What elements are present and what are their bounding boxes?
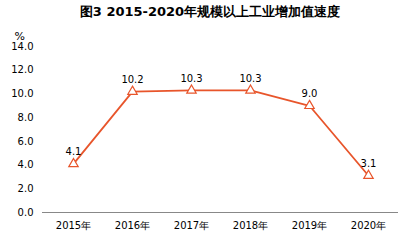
- svg-text:10.2: 10.2: [121, 74, 143, 85]
- svg-text:6.0: 6.0: [18, 136, 34, 147]
- svg-text:2.0: 2.0: [18, 183, 34, 194]
- svg-text:10.0: 10.0: [11, 88, 33, 99]
- svg-text:2020年: 2020年: [351, 220, 386, 231]
- svg-text:8.0: 8.0: [18, 112, 34, 123]
- svg-text:%: %: [15, 30, 25, 43]
- svg-text:2018年: 2018年: [233, 220, 268, 231]
- svg-text:4.0: 4.0: [18, 159, 34, 170]
- svg-text:0.0: 0.0: [18, 207, 34, 218]
- svg-text:2015年: 2015年: [56, 220, 91, 231]
- svg-text:12.0: 12.0: [11, 64, 33, 75]
- svg-text:10.3: 10.3: [239, 73, 261, 84]
- svg-text:14.0: 14.0: [11, 40, 34, 52]
- svg-text:2016年: 2016年: [115, 220, 150, 231]
- svg-text:2019年: 2019年: [292, 220, 327, 231]
- svg-text:10.3: 10.3: [180, 73, 202, 84]
- svg-text:9.0: 9.0: [302, 88, 318, 99]
- svg-text:2017年: 2017年: [174, 220, 209, 231]
- svg-text:4.1: 4.1: [66, 146, 82, 157]
- svg-text:3.1: 3.1: [361, 158, 377, 169]
- html-text:图3 2015-2020年规模以上工业增加值速度: 图3 2015-2020年规模以上工业增加值速度: [79, 4, 341, 19]
